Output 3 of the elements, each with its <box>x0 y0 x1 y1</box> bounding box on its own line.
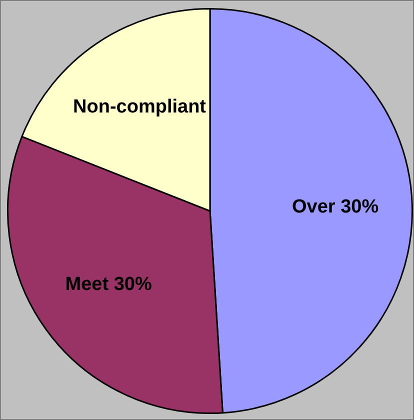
slice-label: Over 30% <box>292 196 379 218</box>
slice-label: Non-compliant <box>73 96 207 118</box>
slice-label: Meet 30% <box>65 274 152 295</box>
